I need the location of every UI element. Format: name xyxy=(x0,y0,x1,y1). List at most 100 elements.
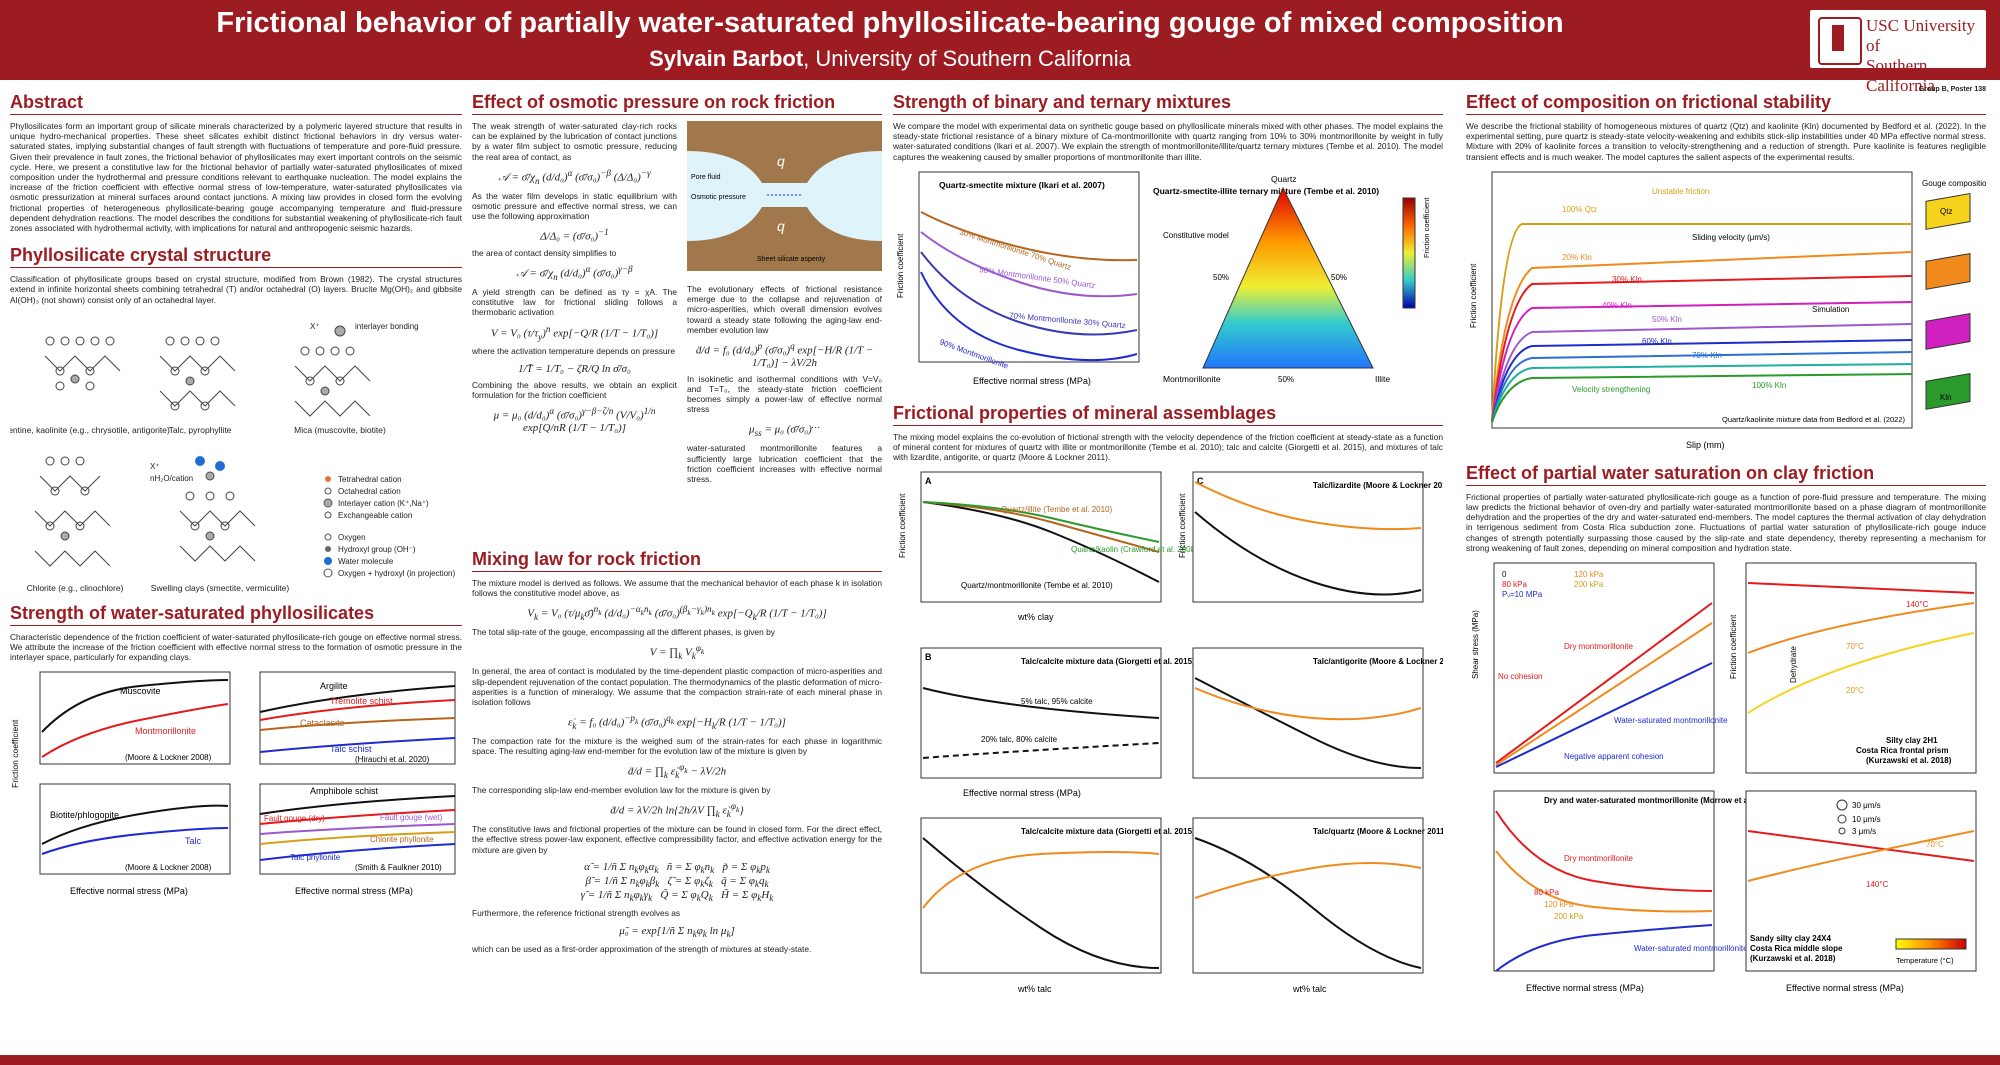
mixing-text-3: In general, the area of contact is modul… xyxy=(472,666,882,707)
crystal-heading: Phyllosilicate crystal structure xyxy=(10,245,462,269)
chlorite-phyllonite-label: Chlorite phyllonite xyxy=(370,835,434,844)
assemblages-ylabel-2: Friction coefficient xyxy=(1178,493,1187,558)
equation-aging: ḋ/d = f₀ (d/d₀)p (σ̄/σ₀)q exp[−H/R (1/T … xyxy=(695,341,874,369)
smith-faulkner-ref: (Smith & Faulkner 2010) xyxy=(355,863,442,872)
dehydrate-label: Dehydrate xyxy=(1789,646,1798,683)
water-cation-label: nH₂O/cation xyxy=(150,474,193,483)
x-plus-label: X⁺ xyxy=(310,322,320,331)
panel-argilite: Argilite Tremolite schist Cataclasite Ta… xyxy=(259,671,456,765)
osmotic-text-3: the area of contact density simplifies t… xyxy=(472,247,617,258)
binary-figure: Quartz-smectite mixture (Ikari et al. 20… xyxy=(896,171,1431,386)
equation-friction: μ = μ₀ (d/d₀)α (σ̄/σ₀)γ−β−ζ/n (V/V₀)1/n … xyxy=(493,406,656,434)
osmotic-text-1: The weak strength of water-saturated cla… xyxy=(472,121,677,162)
talc-phyllonite-label: Talc phyllonite xyxy=(290,853,341,862)
serpentine-label: Serpentine, kaolinite (e.g., chrysotile,… xyxy=(10,425,170,435)
poster-author: Sylvain Barbot, University of Southern C… xyxy=(0,46,1780,72)
equation-effective: α̃ = 1/ñ Σ nkφkαk ñ = Σ φknk p̃ = Σ φkpk… xyxy=(580,860,774,904)
kln70-label: 70% Kln xyxy=(1692,351,1722,360)
pore-fluid-label: Pore fluid xyxy=(691,174,721,181)
legend-water: Water molecule xyxy=(338,557,394,566)
quartz-kaolin-label: Quartz/kaolin (Crawford et al. 2008) xyxy=(1071,545,1198,554)
tremolite-label: Tremolite schist xyxy=(330,696,393,706)
silty-20-label: 20°C xyxy=(1846,686,1864,695)
column-2: Effect of osmotic pressure on rock frict… xyxy=(472,92,882,960)
osmotic-text-4: A yield strength can be defined as τy = … xyxy=(472,286,677,318)
ternary-quartz: Quartz xyxy=(1271,174,1297,184)
gouge-title: Gouge composition xyxy=(1922,179,1986,188)
moore-lockner-ref: (Moore & Lockner 2008) xyxy=(125,753,212,762)
panel-silty-clay: 140°C 70°C 20°C Dehydrate Silty clay 2H1… xyxy=(1745,562,1977,774)
legend-octahedral: Octahedral cation xyxy=(338,487,401,496)
cataclasite-label: Cataclasite xyxy=(300,718,345,728)
equation-phase: Vk = V₀ (τ/μkσ̄)nk (d/d₀)−αknk (σ̄/σ₀)(β… xyxy=(527,604,827,623)
svg-text:80 kPa: 80 kPa xyxy=(1502,580,1527,589)
kurzawski-ref: (Kurzawski et al. 2018) xyxy=(1866,756,1952,765)
mixing-heading: Mixing law for rock friction xyxy=(472,549,882,572)
dry-mont-label: Dry montmorillonite xyxy=(1564,642,1633,651)
hirauchi-ref: (Hirauchi et al. 2020) xyxy=(355,755,430,764)
author-name: Sylvain Barbot xyxy=(649,46,804,71)
stability-text: We describe the frictional stability of … xyxy=(1466,121,1986,162)
panel-E-title: Talc/calcite mixture data (Giorgetti et … xyxy=(1021,827,1195,836)
panel-D-title: Talc/antigorite (Moore & Lockner 2011) xyxy=(1313,657,1443,666)
chlorite-label: Chlorite (e.g., clinochlore) xyxy=(27,583,124,593)
kln40-label: 40% Kln xyxy=(1602,301,1632,310)
kln60-label: 60% Kln xyxy=(1642,337,1672,346)
osmotic-text-5: where the activation temperature depends… xyxy=(472,346,675,357)
panel-B-title: Talc/calcite mixture data (Giorgetti et … xyxy=(1021,657,1195,666)
mixing-text-1: The mixture model is derived as follows.… xyxy=(472,578,882,599)
binary-fig1-title: Quartz-smectite mixture (Ikari et al. 20… xyxy=(939,180,1105,190)
crystal-structure-figure: Tetrahedral cation Octahedral cation Int… xyxy=(0,311,462,603)
morrow-dry-label: Dry montmorillonite xyxy=(1564,854,1633,863)
mixing-text-8: which can be used as a first-order appro… xyxy=(472,943,812,954)
svg-text:B: B xyxy=(925,652,932,662)
column-4: Effect of composition on frictional stab… xyxy=(1466,92,1991,1004)
water-sat-xlabel-1: Effective normal stress (MPa) xyxy=(70,886,188,896)
panel-B-20talc: 20% talc, 80% calcite xyxy=(981,735,1058,744)
osmotic-text-6: Combining the above results, we obtain a… xyxy=(472,379,677,400)
partial-text: Frictional properties of partially water… xyxy=(1466,491,1986,553)
partial-figure: Dry montmorillonite No cohesion Water-sa… xyxy=(1471,562,1977,993)
panel-F: Talc/quartz (Moore & Lockner 2011) xyxy=(1192,817,1447,974)
sandy-clay-label: Sandy silty clay 24X4 xyxy=(1750,934,1831,943)
panel-biotite: Biotite/phlogopite Talc (Moore & Lockner… xyxy=(39,783,231,875)
crystal-structure-diagram: Tetrahedral cation Octahedral cation Int… xyxy=(0,322,456,593)
stability-xlabel: Slip (mm) xyxy=(1686,440,1725,450)
partial-legend: 0 80 kPa Pᵥ=10 MPa 120 kPa 200 kPa xyxy=(1502,570,1604,599)
svg-text:3 μm/s: 3 μm/s xyxy=(1852,827,1876,836)
kurzawski-ref-2: (Kurzawski et al. 2018) xyxy=(1750,954,1836,963)
assemblages-figure: A Quartz/illite (Tembe et al. 2010) Quar… xyxy=(898,471,1460,994)
binary-xlabel: Effective normal stress (MPa) xyxy=(973,376,1091,386)
svg-text:q: q xyxy=(777,218,785,234)
panel-morrow: Dry and water-saturated montmorillonite … xyxy=(1493,790,1775,972)
mixing-text-5: The corresponding slip-law end-member ev… xyxy=(472,785,771,796)
equation-ss: μss = μ₀ (σ̄/σ₀)… xyxy=(749,420,820,439)
kln20-label: 20% Kln xyxy=(1562,253,1592,262)
ternary-50-bottom: 50% xyxy=(1278,375,1294,384)
kln50-label: 50% Kln xyxy=(1652,315,1682,324)
silty-70-label: 70°C xyxy=(1846,642,1864,651)
panel-F-xlabel: wt% talc xyxy=(1292,984,1327,994)
panel-B: B Talc/calcite mixture data (Giorgetti e… xyxy=(920,647,1195,779)
equation-film: Δ/Δ₀ = (σ̄/σ₀)−1 xyxy=(540,227,609,243)
partial-xlabel-1: Effective normal stress (MPa) xyxy=(1526,983,1644,993)
panel-B-xlabel: Effective normal stress (MPa) xyxy=(963,788,1081,798)
stability-ylabel: Friction coefficient xyxy=(1469,263,1478,328)
panel-C-title: Talc/lizardite (Moore & Lockner 2011) xyxy=(1313,481,1443,490)
panel-E-xlabel: wt% talc xyxy=(1017,984,1052,994)
argilite-label: Argilite xyxy=(320,681,348,691)
amphibole-label: Amphibole schist xyxy=(310,786,379,796)
quartz-smectite-plot: Quartz-smectite mixture (Ikari et al. 20… xyxy=(918,171,1140,371)
equation-slip-mixture: ḋ/d = λV/2h ln{2h/λV ∏k ε̇kφk} xyxy=(610,801,744,820)
svg-text:Pᵥ=10 MPa: Pᵥ=10 MPa xyxy=(1502,590,1543,599)
panel-muscovite: Muscovite Montmorillonite (Moore & Lockn… xyxy=(39,671,231,765)
unstable-label: Unstable friction xyxy=(1652,187,1709,196)
morrow-120-label: 120 kPa xyxy=(1544,900,1574,909)
water-sat-xlabel-2: Effective normal stress (MPa) xyxy=(295,886,413,896)
binary-text: We compare the model with experimental d… xyxy=(893,121,1443,162)
equation-aging-mixture: ḋ/d = ∏k ε̇kφk − λV/2h xyxy=(627,762,727,781)
usc-logo-text: USC University of Southern California xyxy=(1866,16,1976,95)
osmotic-right-text-2: In isokinetic and isothermal conditions … xyxy=(687,373,882,415)
talc-structure xyxy=(159,336,236,411)
quartz-illite-label: Quartz/illite (Tembe et al. 2010) xyxy=(1001,505,1112,514)
